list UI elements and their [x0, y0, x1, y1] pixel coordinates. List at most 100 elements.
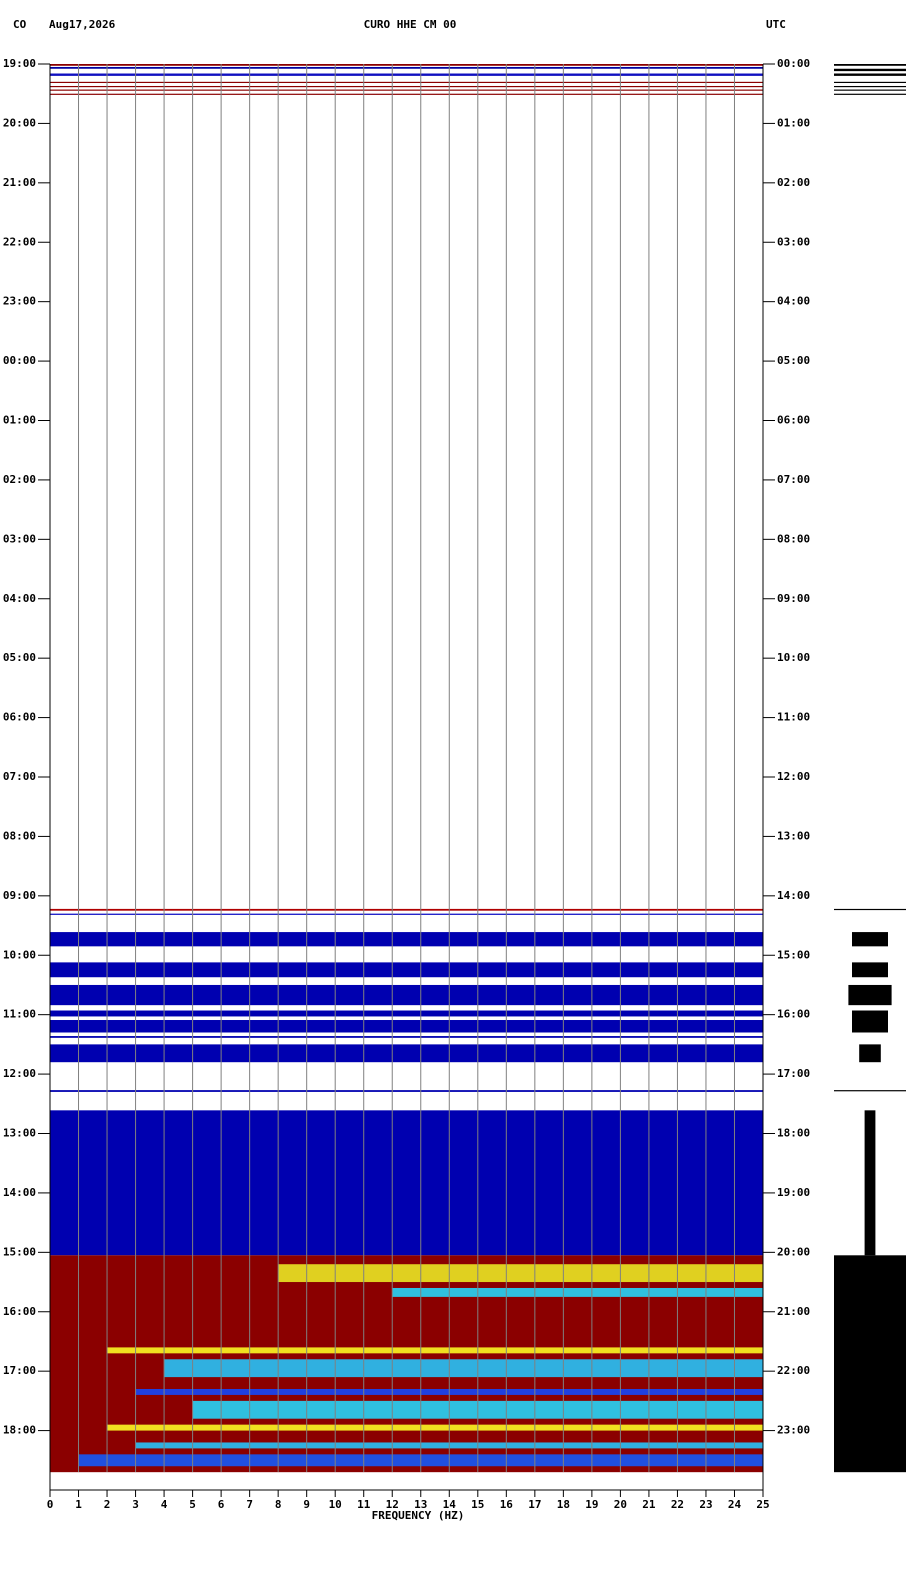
y-tick-label: 23:00 — [3, 295, 36, 308]
spectrogram-band — [50, 984, 763, 1006]
x-tick-label: 15 — [471, 1498, 484, 1511]
x-tick-label: 20 — [614, 1498, 627, 1511]
y2-tick-label: 17:00 — [777, 1067, 810, 1080]
y-tick-label: 18:00 — [3, 1424, 36, 1437]
y-tick-label: 01:00 — [3, 414, 36, 427]
trace-segment — [834, 1255, 906, 1473]
x-tick-label: 0 — [47, 1498, 54, 1511]
y2-tick-label: 14:00 — [777, 889, 810, 902]
y2-tick-label: 01:00 — [777, 116, 810, 129]
trace-segment — [859, 1044, 881, 1063]
y2-tick-label: 19:00 — [777, 1186, 810, 1199]
x-tick-label: 11 — [357, 1498, 371, 1511]
y-tick-label: 02:00 — [3, 473, 36, 486]
y-tick-label: 07:00 — [3, 770, 36, 783]
trace-segment — [834, 73, 906, 76]
spectrogram-band — [50, 1036, 763, 1038]
spectrogram-band — [164, 1359, 763, 1378]
x-tick-label: 2 — [104, 1498, 111, 1511]
y-tick-label: 14:00 — [3, 1186, 36, 1199]
trace-segment — [834, 908, 906, 911]
trace-segment — [852, 962, 888, 978]
y-tick-label: 16:00 — [3, 1305, 36, 1318]
spectrogram-band — [50, 1010, 763, 1017]
y2-tick-label: 12:00 — [777, 770, 810, 783]
x-tick-label: 6 — [218, 1498, 225, 1511]
x-axis-label: FREQUENCY (HZ) — [372, 1509, 465, 1522]
trace-segment — [834, 85, 906, 88]
y2-tick-label: 23:00 — [777, 1424, 810, 1437]
x-tick-label: 13 — [414, 1498, 427, 1511]
spectrogram-band — [50, 962, 763, 978]
spectrogram-band — [107, 1347, 764, 1354]
y-tick-label: 05:00 — [3, 651, 36, 664]
y-tick-label: 13:00 — [3, 1127, 36, 1140]
y-tick-label: 10:00 — [3, 948, 36, 961]
y-tick-label: 08:00 — [3, 829, 36, 842]
x-tick-label: 19 — [585, 1498, 598, 1511]
trace-segment — [834, 81, 906, 84]
y2-tick-label: 06:00 — [777, 414, 810, 427]
trace-segment — [834, 64, 906, 66]
trace-segment — [834, 68, 906, 72]
y-tick-label: 00:00 — [3, 354, 36, 367]
y-tick-label: 15:00 — [3, 1245, 36, 1258]
trace-segment — [852, 932, 888, 947]
spectrogram-band — [50, 81, 763, 84]
y-tick-label: 09:00 — [3, 889, 36, 902]
spectrogram-band — [50, 1020, 763, 1033]
x-tick-label: 23 — [699, 1498, 712, 1511]
x-tick-label: 9 — [303, 1498, 310, 1511]
spectrogram-band — [278, 1264, 763, 1283]
trace-segment — [864, 1110, 876, 1256]
network: CO — [13, 18, 27, 31]
chart-title: CURO HHE CM 00 — [364, 18, 457, 31]
y2-tick-label: 08:00 — [777, 532, 810, 545]
x-tick-label: 3 — [132, 1498, 139, 1511]
y-tick-label: 03:00 — [3, 532, 36, 545]
y2-tick-label: 03:00 — [777, 235, 810, 248]
y2-tick-label: 07:00 — [777, 473, 810, 486]
trace-segment — [834, 93, 906, 95]
spectrogram-band — [50, 1090, 763, 1092]
spectrogram-band — [50, 908, 763, 911]
y2-tick-label: 15:00 — [777, 948, 810, 961]
trace-segment — [834, 89, 906, 91]
spectrogram-band — [50, 932, 763, 947]
y2-tick-label: 05:00 — [777, 354, 810, 367]
y2-tick-label: 10:00 — [777, 651, 810, 664]
x-tick-label: 14 — [443, 1498, 457, 1511]
y2-tick-label: 18:00 — [777, 1127, 810, 1140]
y2-tick-label: 20:00 — [777, 1245, 810, 1258]
y2-tick-label: 21:00 — [777, 1305, 810, 1318]
spectrogram-band — [392, 1287, 763, 1297]
spectrogram-band — [50, 1044, 763, 1063]
y2-tick-label: 11:00 — [777, 711, 810, 724]
x-tick-label: 22 — [671, 1498, 684, 1511]
x-tick-label: 12 — [386, 1498, 399, 1511]
y2-tick-label: 04:00 — [777, 295, 810, 308]
y-tick-label: 21:00 — [3, 176, 36, 189]
y-tick-label: 22:00 — [3, 235, 36, 248]
timezone: UTC — [766, 18, 786, 31]
y-tick-label: 17:00 — [3, 1364, 36, 1377]
x-tick-label: 5 — [189, 1498, 196, 1511]
x-tick-label: 4 — [161, 1498, 168, 1511]
trace-segment — [834, 1090, 906, 1092]
spectrogram-band — [50, 93, 763, 95]
y2-tick-label: 13:00 — [777, 829, 810, 842]
y2-tick-label: 09:00 — [777, 592, 810, 605]
y-tick-label: 11:00 — [3, 1008, 36, 1021]
x-tick-label: 10 — [329, 1498, 342, 1511]
spectrogram-band — [50, 89, 763, 91]
spectrogram-band — [50, 66, 763, 69]
x-tick-label: 24 — [728, 1498, 742, 1511]
y-tick-label: 04:00 — [3, 592, 36, 605]
x-tick-label: 25 — [756, 1498, 769, 1511]
y2-tick-label: 00:00 — [777, 57, 810, 70]
x-tick-label: 16 — [500, 1498, 514, 1511]
spectrogram-band — [50, 85, 763, 88]
x-tick-label: 17 — [528, 1498, 541, 1511]
spectrogram-band — [50, 64, 763, 66]
